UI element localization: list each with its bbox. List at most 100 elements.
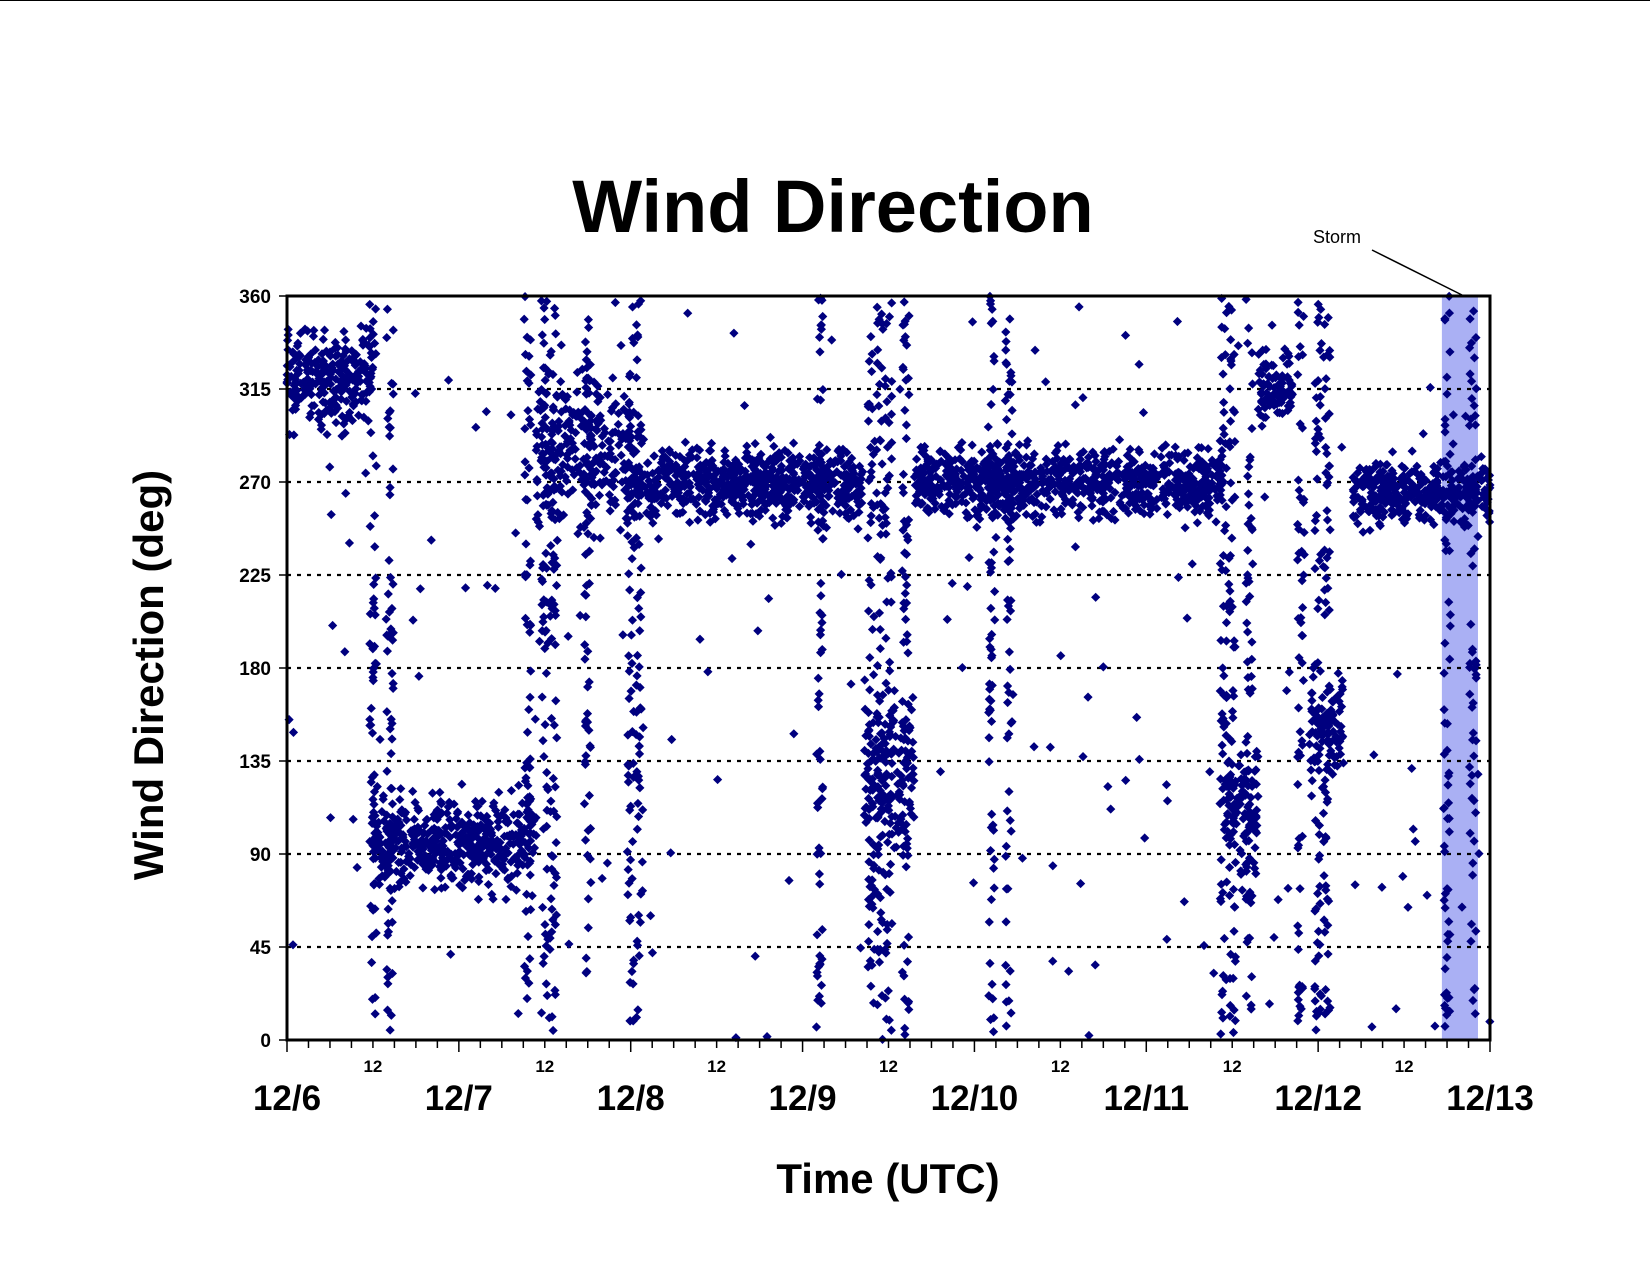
data-point <box>684 478 694 488</box>
data-point <box>727 553 737 564</box>
data-point <box>1294 1011 1304 1021</box>
data-point <box>1220 819 1230 829</box>
data-point <box>1310 525 1320 536</box>
data-point <box>368 667 378 677</box>
data-point <box>1005 455 1015 466</box>
data-point <box>1102 510 1112 520</box>
data-point <box>1111 473 1121 483</box>
data-point <box>534 521 545 531</box>
data-point <box>586 877 596 888</box>
data-point <box>740 453 751 463</box>
data-point <box>1225 586 1235 596</box>
data-point <box>937 501 947 512</box>
data-point <box>1318 782 1329 792</box>
data-point <box>1311 446 1321 457</box>
data-point <box>1057 488 1067 498</box>
data-point <box>650 476 660 486</box>
data-point <box>545 807 556 817</box>
data-point <box>1029 482 1040 492</box>
data-point <box>931 485 941 495</box>
data-point <box>1173 572 1184 582</box>
data-point <box>1469 492 1479 502</box>
data-point <box>1171 490 1181 500</box>
data-point <box>1375 459 1385 469</box>
data-point <box>1216 635 1226 646</box>
data-point <box>366 777 376 787</box>
data-point <box>540 919 550 930</box>
data-point <box>426 845 437 855</box>
data-point <box>551 910 562 920</box>
data-point <box>1337 442 1347 452</box>
data-point <box>884 312 895 322</box>
data-point <box>608 482 619 492</box>
data-point <box>719 505 730 516</box>
data-point <box>318 334 328 345</box>
data-point <box>1293 370 1303 380</box>
data-point <box>547 444 558 454</box>
data-point <box>868 449 878 459</box>
x-day-label: 12/6 <box>253 1079 321 1118</box>
data-point <box>1113 456 1124 467</box>
data-point <box>1207 459 1217 469</box>
data-point <box>877 520 888 530</box>
data-point <box>546 601 556 611</box>
data-point <box>326 379 336 389</box>
data-point <box>539 462 549 472</box>
data-point <box>1225 416 1236 426</box>
data-point <box>494 787 504 797</box>
data-point <box>967 317 978 327</box>
data-point <box>632 671 642 681</box>
data-point <box>626 912 636 922</box>
data-point <box>815 608 825 618</box>
data-point <box>1295 342 1305 352</box>
data-point <box>874 796 884 806</box>
data-point <box>1078 502 1088 513</box>
data-point <box>868 502 879 513</box>
data-point <box>1278 353 1288 363</box>
data-point <box>1471 333 1481 343</box>
data-point <box>880 792 890 802</box>
data-point <box>1442 372 1452 382</box>
data-point <box>883 685 894 695</box>
data-point <box>873 318 883 328</box>
data-point <box>743 490 753 501</box>
data-point <box>1001 851 1011 861</box>
data-point <box>1315 989 1325 999</box>
data-point <box>1121 775 1131 785</box>
data-point <box>341 357 351 368</box>
data-point <box>730 473 740 483</box>
data-point <box>818 500 828 510</box>
data-point <box>880 773 890 783</box>
data-point <box>986 696 996 706</box>
data-point <box>1108 506 1119 517</box>
data-point <box>1099 478 1109 488</box>
data-point <box>581 382 591 393</box>
data-point <box>532 430 542 440</box>
data-point <box>917 498 927 508</box>
data-point <box>875 554 885 564</box>
data-point <box>806 518 816 528</box>
data-point <box>1043 484 1054 494</box>
data-point <box>1075 475 1085 485</box>
data-point <box>1261 344 1271 355</box>
data-point <box>384 431 395 441</box>
data-point <box>707 455 717 465</box>
data-point <box>1245 933 1255 943</box>
data-point <box>599 423 609 434</box>
data-point <box>396 784 406 794</box>
data-point <box>1314 750 1324 760</box>
data-point <box>930 504 940 514</box>
data-point <box>371 573 381 583</box>
data-point <box>387 668 397 679</box>
data-point <box>636 433 646 443</box>
data-point <box>920 441 930 452</box>
data-point <box>512 855 522 865</box>
data-point <box>519 961 530 971</box>
data-point <box>356 321 366 331</box>
data-point <box>1321 468 1331 478</box>
y-tick-label: 90 <box>250 845 271 866</box>
data-point <box>366 703 376 713</box>
data-point <box>1045 742 1055 752</box>
data-point <box>455 858 465 868</box>
